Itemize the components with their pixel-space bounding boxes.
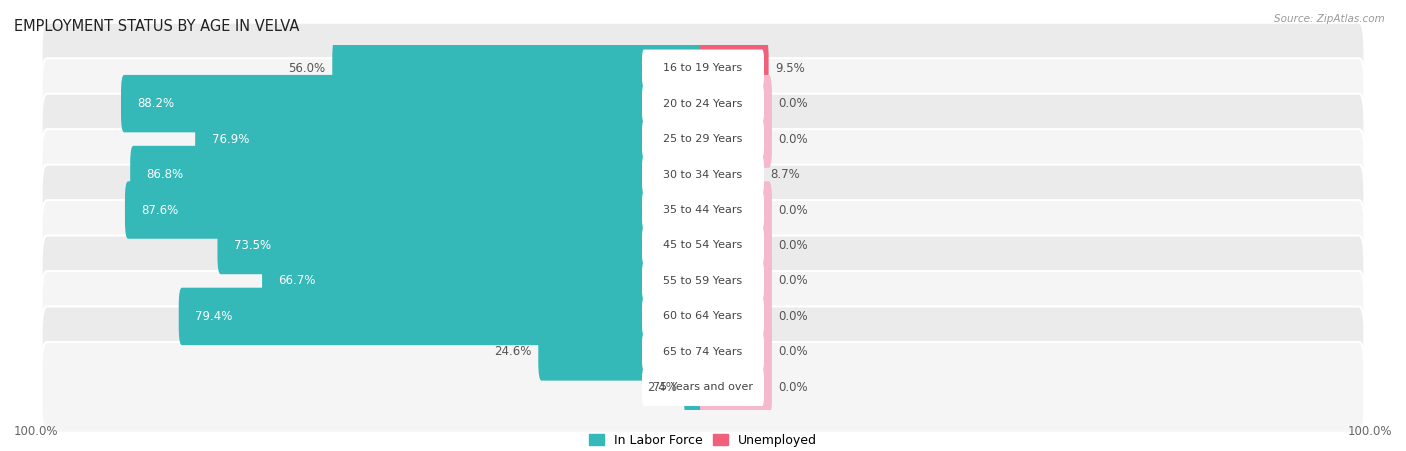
Text: 76.9%: 76.9% — [211, 133, 249, 146]
FancyBboxPatch shape — [700, 359, 772, 416]
FancyBboxPatch shape — [42, 129, 1364, 220]
FancyBboxPatch shape — [683, 359, 706, 416]
Text: 0.0%: 0.0% — [779, 203, 808, 216]
Text: 65 to 74 Years: 65 to 74 Years — [664, 347, 742, 357]
Text: 16 to 19 Years: 16 to 19 Years — [664, 63, 742, 73]
Text: 35 to 44 Years: 35 to 44 Years — [664, 205, 742, 215]
FancyBboxPatch shape — [42, 307, 1364, 397]
Text: 75 Years and over: 75 Years and over — [652, 382, 754, 392]
FancyBboxPatch shape — [700, 288, 772, 345]
Text: 24.6%: 24.6% — [495, 345, 531, 359]
FancyBboxPatch shape — [700, 110, 772, 168]
FancyBboxPatch shape — [700, 181, 772, 239]
FancyBboxPatch shape — [700, 146, 763, 203]
Text: 73.5%: 73.5% — [233, 239, 271, 252]
Legend: In Labor Force, Unemployed: In Labor Force, Unemployed — [583, 428, 823, 451]
Text: 86.8%: 86.8% — [146, 168, 184, 181]
FancyBboxPatch shape — [42, 200, 1364, 291]
Text: 60 to 64 Years: 60 to 64 Years — [664, 312, 742, 322]
Text: 2.4%: 2.4% — [648, 381, 678, 394]
FancyBboxPatch shape — [643, 369, 763, 406]
FancyBboxPatch shape — [179, 288, 706, 345]
FancyBboxPatch shape — [332, 39, 706, 97]
FancyBboxPatch shape — [42, 271, 1364, 362]
FancyBboxPatch shape — [42, 58, 1364, 149]
FancyBboxPatch shape — [538, 323, 706, 381]
Text: 8.7%: 8.7% — [770, 168, 800, 181]
Text: 9.5%: 9.5% — [775, 62, 804, 75]
Text: 56.0%: 56.0% — [288, 62, 326, 75]
Text: 79.4%: 79.4% — [195, 310, 232, 323]
FancyBboxPatch shape — [131, 146, 706, 203]
FancyBboxPatch shape — [700, 39, 769, 97]
FancyBboxPatch shape — [643, 50, 763, 87]
Text: 88.2%: 88.2% — [138, 97, 174, 110]
Text: 100.0%: 100.0% — [14, 424, 59, 437]
Text: Source: ZipAtlas.com: Source: ZipAtlas.com — [1274, 14, 1385, 23]
Text: 0.0%: 0.0% — [779, 310, 808, 323]
FancyBboxPatch shape — [643, 298, 763, 335]
FancyBboxPatch shape — [643, 333, 763, 371]
Text: 45 to 54 Years: 45 to 54 Years — [664, 240, 742, 250]
Text: 0.0%: 0.0% — [779, 381, 808, 394]
FancyBboxPatch shape — [700, 217, 772, 274]
Text: 25 to 29 Years: 25 to 29 Years — [664, 134, 742, 144]
FancyBboxPatch shape — [700, 252, 772, 310]
FancyBboxPatch shape — [218, 217, 706, 274]
FancyBboxPatch shape — [643, 156, 763, 193]
Text: 0.0%: 0.0% — [779, 275, 808, 287]
FancyBboxPatch shape — [195, 110, 706, 168]
Text: 55 to 59 Years: 55 to 59 Years — [664, 276, 742, 286]
FancyBboxPatch shape — [643, 85, 763, 122]
FancyBboxPatch shape — [125, 181, 706, 239]
FancyBboxPatch shape — [42, 94, 1364, 184]
Text: 0.0%: 0.0% — [779, 133, 808, 146]
Text: 87.6%: 87.6% — [142, 203, 179, 216]
Text: 0.0%: 0.0% — [779, 345, 808, 359]
FancyBboxPatch shape — [42, 342, 1364, 433]
FancyBboxPatch shape — [42, 235, 1364, 327]
FancyBboxPatch shape — [42, 165, 1364, 255]
FancyBboxPatch shape — [643, 262, 763, 299]
FancyBboxPatch shape — [700, 75, 772, 132]
Text: 20 to 24 Years: 20 to 24 Years — [664, 99, 742, 109]
Text: 66.7%: 66.7% — [278, 275, 316, 287]
FancyBboxPatch shape — [262, 252, 706, 310]
FancyBboxPatch shape — [643, 227, 763, 264]
FancyBboxPatch shape — [700, 323, 772, 381]
FancyBboxPatch shape — [121, 75, 706, 132]
FancyBboxPatch shape — [42, 23, 1364, 114]
Text: 30 to 34 Years: 30 to 34 Years — [664, 170, 742, 179]
Text: 0.0%: 0.0% — [779, 97, 808, 110]
Text: 0.0%: 0.0% — [779, 239, 808, 252]
FancyBboxPatch shape — [643, 120, 763, 158]
FancyBboxPatch shape — [643, 191, 763, 229]
Text: EMPLOYMENT STATUS BY AGE IN VELVA: EMPLOYMENT STATUS BY AGE IN VELVA — [14, 19, 299, 34]
Text: 100.0%: 100.0% — [1347, 424, 1392, 437]
